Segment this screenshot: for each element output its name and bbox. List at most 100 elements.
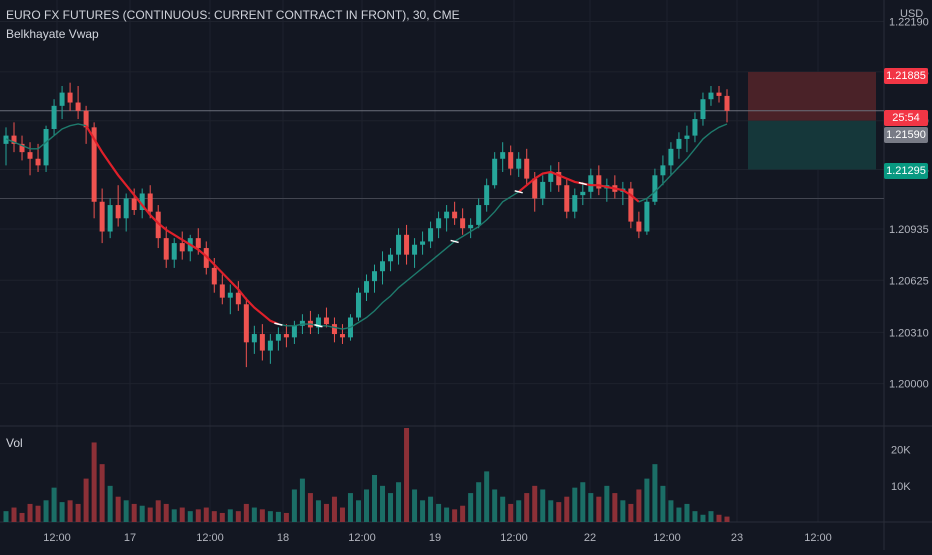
volume-bar [428,496,434,522]
candle-body [460,218,466,229]
volume-bar [75,503,81,522]
vwap-marker [274,322,283,326]
candle-body [315,317,321,328]
volume-bar [580,482,586,522]
volume-bar [355,500,361,522]
stop-price-badge: 1.21885 [884,68,928,84]
candle-body [19,143,25,153]
volume-bar [27,503,33,522]
candle-body [660,165,666,176]
volume-bar [708,511,714,522]
volume-bar [364,489,369,522]
volume-bar [235,511,241,522]
volume-bar [468,493,474,522]
candle-body [323,317,329,325]
candle-body [380,261,386,272]
volume-bar [532,485,538,522]
volume-bar [51,487,57,522]
candle-body [75,102,81,111]
candle-body [516,158,522,169]
volume-bar [508,503,514,522]
volume-bar [524,493,530,522]
volume-bar [283,512,289,522]
candle-body [428,228,434,242]
volume-bar [155,500,161,522]
time-tick-label: 17 [124,532,136,544]
volume-bar [452,509,458,522]
price-tick-label: 1.20935 [889,224,929,236]
vwap-line-segment [638,123,728,203]
candle-body [99,201,105,232]
volume-bar [412,489,418,522]
volume-bar [620,500,626,522]
volume-bar [227,509,233,522]
position-stop-zone[interactable] [748,71,876,121]
candle-body [444,211,450,219]
time-tick-label: 18 [277,532,289,544]
volume-bar [700,514,706,522]
time-tick-label: 12:00 [43,532,71,544]
volume-bar [652,464,658,522]
candle-body [243,304,249,343]
volume-bar [339,507,345,522]
symbol-title: EURO FX FUTURES (CONTINUOUS: CURRENT CON… [6,8,460,22]
volume-bar [628,503,634,522]
candle-body [91,127,97,202]
volume-bar [43,500,49,522]
position-target-zone[interactable] [748,120,876,170]
volume-bar [404,428,410,522]
candle-body [476,205,482,225]
volume-bar [636,489,642,522]
volume-bar [195,509,201,522]
time-tick-label: 12:00 [348,532,376,544]
time-tick-label: 19 [429,532,441,544]
volume-bar [67,500,73,522]
candle-body [364,281,369,293]
volume-label[interactable]: Vol [6,436,23,450]
candle-body [259,334,265,351]
candle-body [331,324,337,335]
candle-body [107,205,113,232]
time-tick-label: 23 [731,532,743,544]
volume-bar [211,511,217,522]
currency-unit[interactable]: USD [900,8,924,20]
candle-body [420,241,426,245]
volume-bar [315,500,321,522]
candle-body [147,193,153,212]
volume-bar [668,500,674,522]
volume-bar [572,487,578,522]
candle-body [211,267,217,285]
candle-body [155,211,161,239]
volume-bar [307,493,313,522]
candle-body [59,92,65,106]
volume-bar [492,489,498,522]
candle-body [179,243,185,252]
volume-bar [259,509,265,522]
volume-bar [331,496,337,522]
volume-bar [139,505,145,522]
volume-bar [484,471,490,522]
candle-body [396,234,402,255]
volume-bar [564,496,570,522]
time-tick-label: 12:00 [804,532,832,544]
volume-bar [203,507,209,522]
volume-bar [107,485,113,522]
volume-bar [267,511,273,522]
candle-body [636,221,642,232]
vwap-marker [514,190,523,194]
candle-body [299,320,305,326]
candle-body [27,152,33,159]
candle-body [412,244,418,255]
volume-bar [99,464,105,522]
indicator-name[interactable]: Belkhayate Vwap [6,27,99,41]
volume-bar [372,475,378,522]
candle-body [684,135,690,139]
time-tick-label: 22 [584,532,596,544]
candle-body [115,205,121,219]
candle-body [227,292,233,298]
candle-body [67,92,73,103]
candle-body [195,238,201,249]
target-price-badge: 1.21295 [884,163,928,179]
